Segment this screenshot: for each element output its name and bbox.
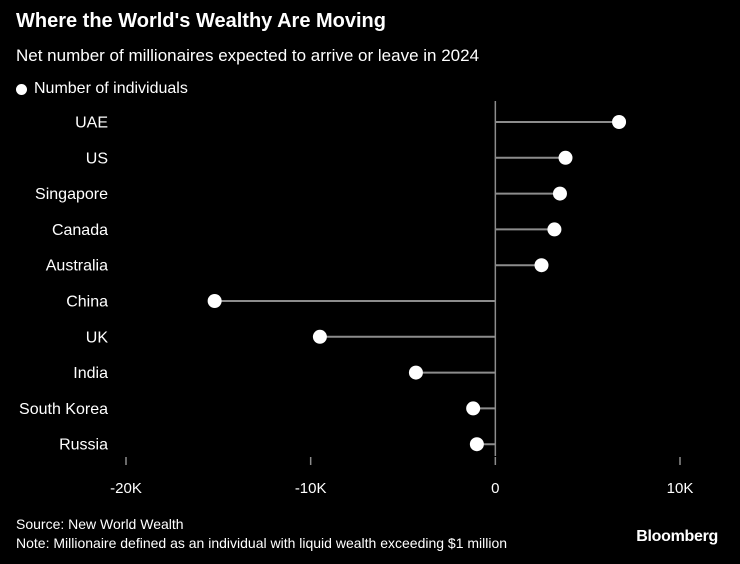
category-label: US <box>86 150 108 167</box>
category-label: UK <box>86 329 109 346</box>
x-tick-label: 10K <box>667 480 694 497</box>
category-label: Russia <box>59 437 108 454</box>
x-tick-label: -10K <box>295 480 327 497</box>
data-point <box>558 150 573 165</box>
definition-note: Note: Millionaire defined as an individu… <box>16 535 508 551</box>
data-point <box>534 258 549 273</box>
category-label: South Korea <box>19 401 108 418</box>
data-point <box>547 222 562 237</box>
data-point <box>408 365 423 380</box>
data-point <box>207 294 222 308</box>
legend-dot-icon <box>16 83 27 95</box>
data-point <box>466 401 481 416</box>
source-note: Source: New World Wealth <box>16 516 184 532</box>
data-point <box>312 329 327 344</box>
bloomberg-logo: Bloomberg <box>636 528 718 545</box>
legend: Number of individuals <box>16 80 188 98</box>
legend-label: Number of individuals <box>34 80 188 97</box>
x-tick-label: -20K <box>110 480 142 497</box>
chart-title: Where the World's Wealthy Are Moving <box>16 10 386 32</box>
footer: Source: New World Wealth Note: Millionai… <box>16 515 507 553</box>
chart-subtitle: Net number of millionaires expected to a… <box>16 46 480 65</box>
category-label: Australia <box>46 258 108 275</box>
data-point <box>612 115 627 129</box>
category-label: UAE <box>75 115 108 132</box>
data-point <box>469 437 484 452</box>
data-point <box>552 186 567 201</box>
category-label: Singapore <box>35 186 108 203</box>
category-label: Canada <box>52 222 108 239</box>
category-label: India <box>73 365 108 382</box>
x-tick-label: 0 <box>491 480 499 497</box>
category-label: China <box>66 294 108 311</box>
